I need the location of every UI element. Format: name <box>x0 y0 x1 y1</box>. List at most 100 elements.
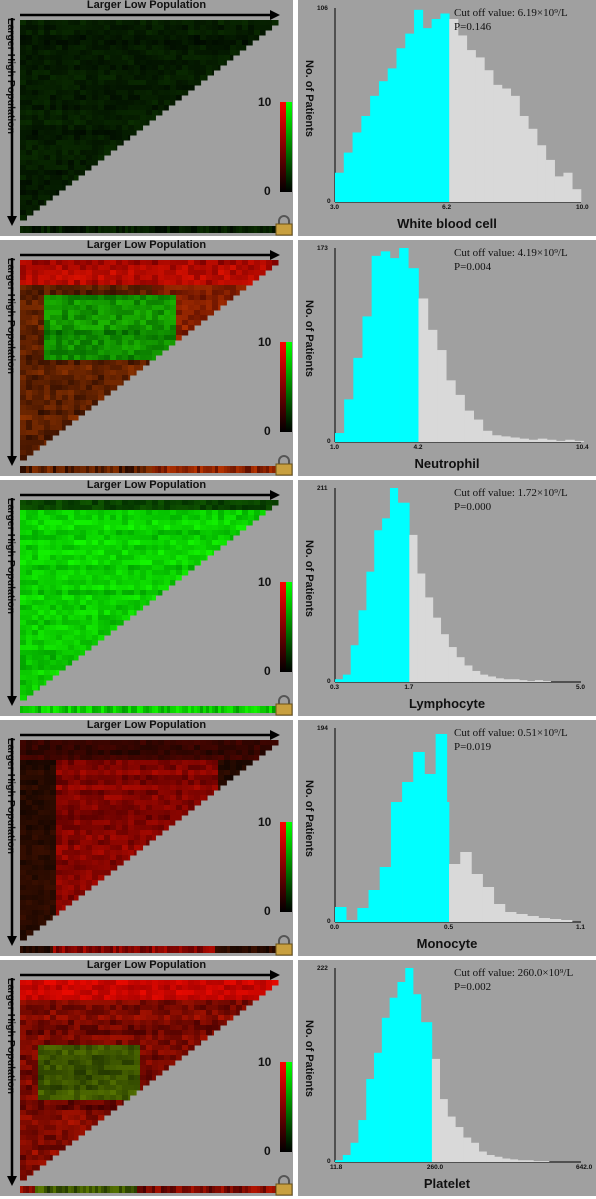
heatmap-bottom-strip <box>20 946 279 953</box>
histogram-bar <box>517 1160 526 1162</box>
p-value-text: P=0.004 <box>454 261 492 273</box>
heatmap-svg <box>7 250 293 476</box>
histogram-bar <box>475 57 485 202</box>
arrow-down-icon <box>7 258 17 466</box>
histogram-bar <box>366 571 375 682</box>
histogram-bar <box>422 28 432 202</box>
histogram-bar <box>396 48 406 203</box>
larger-low-label: Larger Low Population <box>86 960 207 971</box>
larger-low-label: Larger Low Population <box>86 720 207 731</box>
histogram-bar <box>574 440 584 442</box>
x-tick-label: 1.0 <box>330 444 340 451</box>
histogram-bar <box>455 394 465 442</box>
histogram-bar <box>458 35 468 203</box>
padlock-icon <box>275 695 293 716</box>
histogram-bar <box>440 13 450 202</box>
arrow-right-icon <box>20 10 280 20</box>
histogram-bar <box>378 81 389 202</box>
scale-min-label: 0 <box>264 184 271 198</box>
histogram-bar <box>405 33 415 203</box>
histogram-bar <box>353 357 363 442</box>
x-tick-label: 260.0 <box>426 1164 444 1171</box>
histogram-bar <box>335 679 344 682</box>
histogram-bar <box>482 430 493 442</box>
histogram-bar <box>527 916 539 922</box>
cutoff-value-text: Cut off value: 6.19×10⁹/L <box>454 7 568 19</box>
heatmap-panel: Larger Low PopulationLarger High Populat… <box>0 720 293 956</box>
y-max-label: 194 <box>317 725 328 732</box>
histogram-bar <box>414 9 424 202</box>
arrow-right-icon <box>20 490 280 500</box>
histogram-bar <box>368 890 381 922</box>
arrow-right-icon <box>20 250 280 260</box>
histogram-bar <box>399 248 409 442</box>
cutoff-value-text: Cut off value: 4.19×10⁹/L <box>454 247 568 259</box>
heatmap-triangle <box>20 980 279 1181</box>
histogram-bar <box>425 597 434 682</box>
histogram-bar <box>342 674 351 682</box>
histogram-bar <box>528 439 539 442</box>
histogram-bar <box>554 176 564 202</box>
scale-min-label: 0 <box>264 904 271 918</box>
y-zero-label: 0 <box>327 198 331 205</box>
histogram-bar <box>408 268 419 442</box>
cutoff-value-text: Cut off value: 0.51×10⁹/L <box>454 727 568 739</box>
y-axis-label: No. of Patients <box>303 1020 315 1098</box>
histogram-bar <box>413 752 425 922</box>
y-axis-label: No. of Patients <box>303 780 315 858</box>
histogram-bar <box>501 88 512 202</box>
histogram-bar <box>389 997 398 1162</box>
color-scale-bar <box>280 342 292 432</box>
histogram-bar <box>537 145 547 202</box>
histogram-bar <box>464 410 474 442</box>
histogram-bar <box>361 115 371 202</box>
y-max-label: 222 <box>317 965 328 972</box>
histogram-bar <box>437 350 447 442</box>
histogram-bar <box>473 419 484 442</box>
heatmap-bottom-strip <box>20 466 279 473</box>
scale-max-label: 10 <box>258 95 272 109</box>
histogram-bar <box>510 437 520 442</box>
histogram-bar <box>565 439 575 442</box>
arrow-right-icon <box>20 970 280 980</box>
histogram-panel: 173 0 1.0 4.2 10.4 No. of Patients Neutrophil C… <box>298 240 596 476</box>
histogram-bar <box>417 573 426 682</box>
histogram-bar <box>560 920 573 922</box>
x-tick-label: 642.0 <box>576 1164 593 1171</box>
histogram-bar <box>382 518 391 682</box>
padlock-icon <box>275 935 293 956</box>
histogram-bar <box>478 1151 487 1162</box>
arrow-down-icon <box>7 738 17 946</box>
histogram-bar <box>527 681 536 682</box>
arrow-down-icon <box>7 978 17 1186</box>
heatmap-panel: Larger Low PopulationLarger High Populat… <box>0 960 293 1196</box>
heatmap-bottom-strip <box>20 226 279 233</box>
histogram-bar <box>370 95 380 202</box>
x-axis-label: Monocyte <box>416 936 478 951</box>
larger-low-label: Larger Low Population <box>86 480 207 491</box>
histogram-bar <box>501 436 511 442</box>
histogram-bar <box>379 867 392 922</box>
padlock-icon <box>275 215 293 236</box>
heatmap-triangle <box>20 260 279 461</box>
histogram-bar <box>431 1058 440 1162</box>
x-tick-label: 4.2 <box>413 444 423 451</box>
histogram-bar <box>389 488 399 682</box>
color-scale-bar <box>280 822 292 912</box>
histogram-bar <box>424 774 436 922</box>
histogram-bar <box>447 1116 456 1162</box>
histogram-bar <box>519 438 529 442</box>
x-tick-label: 0.3 <box>330 684 340 691</box>
histogram-bar <box>413 994 422 1162</box>
scale-min-label: 0 <box>264 1144 271 1158</box>
y-zero-label: 0 <box>327 438 331 445</box>
histogram-panel: 106 0 3.0 6.2 10.0 No. of Patients White blood… <box>298 0 596 236</box>
y-axis-label: No. of Patients <box>303 300 315 378</box>
histogram-bar <box>502 1158 511 1162</box>
scale-max-label: 10 <box>258 1055 272 1069</box>
histogram-bar <box>470 1142 480 1162</box>
histogram-bar <box>487 676 496 682</box>
histogram-bar <box>471 874 483 922</box>
histogram-bar <box>466 50 476 203</box>
y-axis-label: No. of Patients <box>303 60 315 138</box>
